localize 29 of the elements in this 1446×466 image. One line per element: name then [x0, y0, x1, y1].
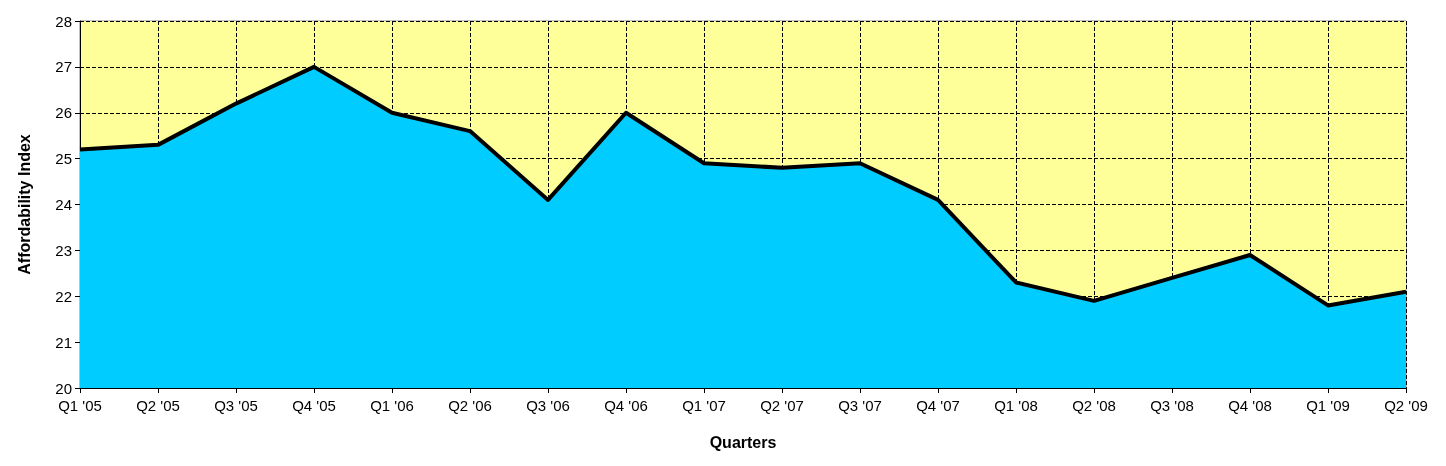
- y-tick-label: 26: [55, 104, 72, 122]
- x-tick-label: Q3 '07: [838, 397, 882, 414]
- y-tick-label: 22: [55, 287, 72, 305]
- y-axis-title: Affordability Index: [15, 134, 33, 275]
- x-tick-label: Q1 '05: [58, 397, 102, 414]
- x-tick-label: Q4 '07: [916, 397, 960, 414]
- x-tick-label: Q2 '07: [760, 397, 804, 414]
- y-tick-label: 20: [55, 379, 72, 397]
- x-tick-label: Q4 '05: [292, 397, 336, 414]
- y-tick-label: 24: [55, 196, 72, 213]
- x-tick-label: Q4 '08: [1228, 397, 1272, 414]
- y-tick-label: 23: [55, 241, 72, 259]
- y-tick-label: 25: [55, 150, 72, 168]
- x-tick-label: Q3 '08: [1150, 397, 1194, 414]
- x-axis-title: Quarters: [709, 433, 777, 451]
- x-tick-label: Q4 '06: [604, 397, 648, 414]
- x-tick-label: Q2 '08: [1072, 397, 1116, 414]
- y-tick-label: 21: [55, 333, 72, 351]
- x-tick-label: Q2 '05: [136, 397, 180, 414]
- y-tick-label: 28: [55, 12, 72, 30]
- y-tick-label: 27: [55, 58, 72, 76]
- x-tick-label: Q2 '09: [1384, 397, 1428, 414]
- x-tick-label: Q1 '08: [994, 397, 1038, 414]
- x-tick-label: Q3 '05: [214, 397, 258, 414]
- x-tick-label: Q1 '06: [370, 397, 414, 414]
- x-tick-label: Q2 '06: [448, 397, 492, 414]
- x-tick-label: Q1 '07: [682, 397, 726, 414]
- x-tick-label: Q1 '09: [1306, 397, 1350, 414]
- x-tick-label: Q3 '06: [526, 397, 570, 414]
